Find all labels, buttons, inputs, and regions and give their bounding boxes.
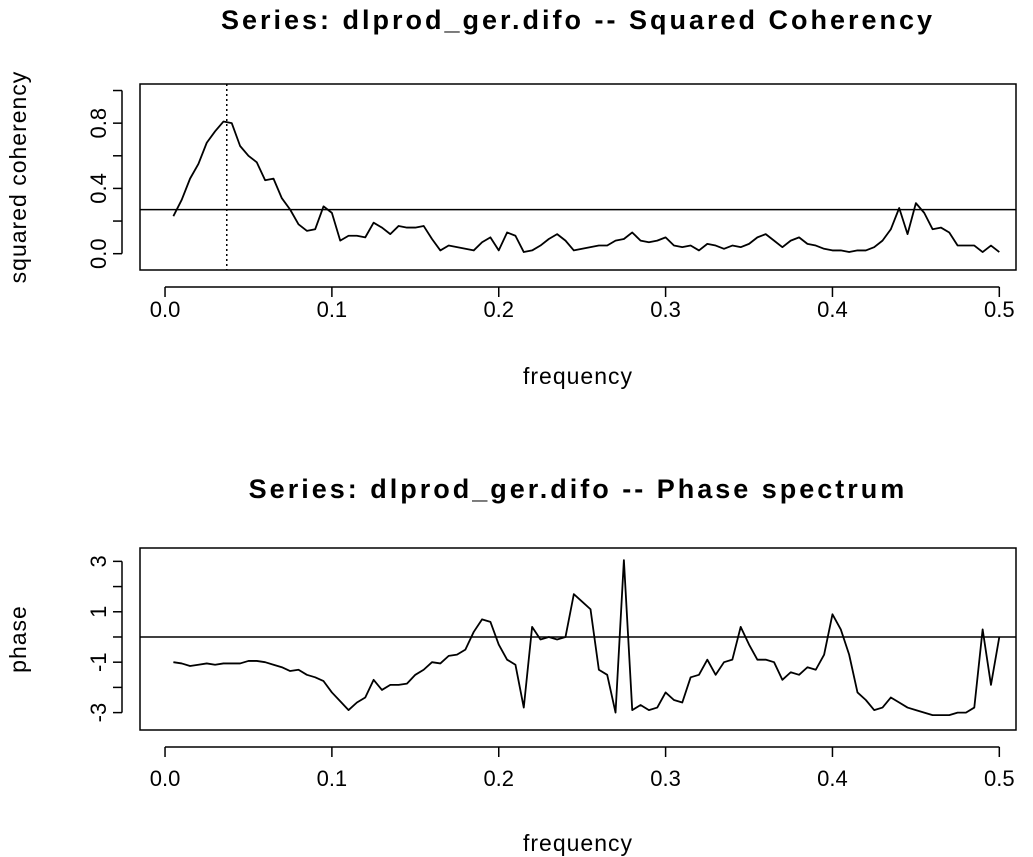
x-axis-label: frequency [523,363,633,389]
plot-box [139,547,1017,731]
x-tick-label: 0.2 [483,297,514,322]
x-tick-label: 0.1 [317,297,348,322]
x-tick-label: 0.5 [984,766,1015,791]
x-tick-label: 0.5 [984,297,1015,322]
x-tick-label: 0.0 [150,297,181,322]
x-tick-label: 0.2 [483,766,514,791]
y-tick-label: -1 [86,652,111,672]
x-tick-label: 0.1 [317,766,348,791]
y-tick-label: 1 [86,606,111,618]
y-axis-label: squared coherency [5,71,31,284]
data-line [172,120,1000,253]
y-tick-label: 3 [86,555,111,567]
x-axis-label: frequency [523,830,633,856]
plot-box [139,83,1017,271]
x-tick-label: 0.3 [650,766,681,791]
y-tick-label: -3 [86,703,111,723]
y-tick-label: 0.0 [86,238,111,269]
y-axis-label: phase [5,605,31,673]
y-tick-label: 0.4 [86,173,111,204]
x-tick-label: 0.0 [150,766,181,791]
x-tick-label: 0.3 [650,297,681,322]
x-tick-label: 0.4 [817,297,848,322]
x-tick-label: 0.4 [817,766,848,791]
data-line [173,559,1001,717]
chart-title: Series: dlprod_ger.difo -- Phase spectru… [249,474,908,504]
chart-title: Series: dlprod_ger.difo -- Squared Coher… [221,5,935,35]
y-tick-label: 0.8 [86,108,111,139]
